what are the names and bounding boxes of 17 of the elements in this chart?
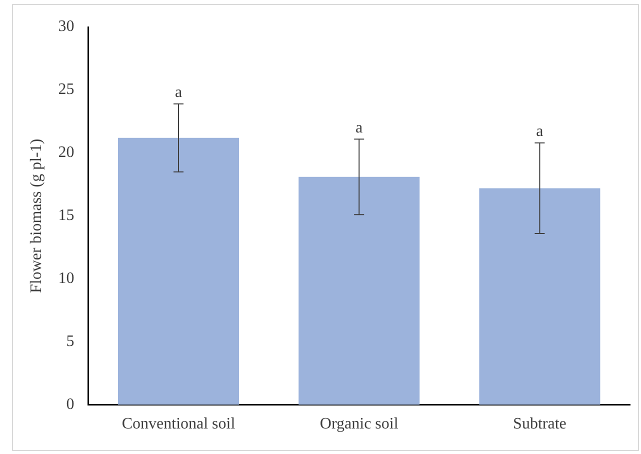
x-tick-label: Subtrate bbox=[513, 416, 566, 433]
bar bbox=[118, 138, 239, 405]
y-tick-label: 30 bbox=[58, 18, 74, 36]
y-tick-label: 15 bbox=[58, 207, 74, 224]
y-tick-label: 20 bbox=[58, 144, 74, 162]
annotation: a bbox=[356, 119, 363, 136]
y-tick-label: 25 bbox=[58, 81, 74, 98]
y-tick-label: 10 bbox=[58, 270, 74, 288]
y-tick-label: 5 bbox=[66, 333, 74, 350]
bar bbox=[298, 176, 420, 405]
bar bbox=[479, 188, 600, 405]
x-tick-label: Organic soil bbox=[320, 416, 399, 433]
x-tick-label: Conventional soil bbox=[122, 416, 236, 433]
annotation: a bbox=[174, 84, 182, 102]
y-tick-label: 0 bbox=[66, 396, 74, 414]
annotation: a bbox=[536, 123, 544, 140]
y-axis-title: Flower biomass (g pl-1) bbox=[28, 138, 45, 293]
